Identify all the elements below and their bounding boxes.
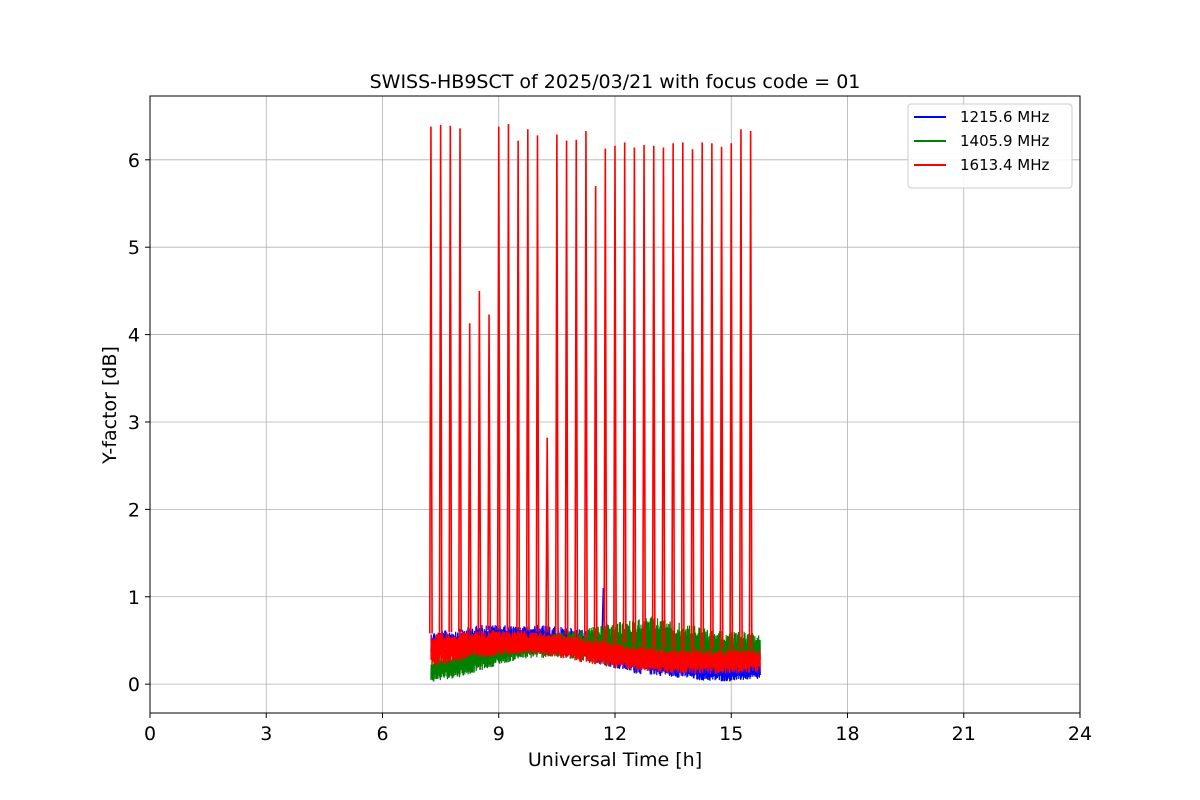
y-tick-label: 4 [128,325,140,347]
y-tick-label: 2 [128,499,140,521]
y-axis-label: Y-factor [dB] [99,346,121,465]
spike [593,186,598,639]
chart-title: SWISS-HB9SCT of 2025/03/21 with focus co… [370,71,861,93]
spike [554,134,559,634]
legend-label: 1405.9 MHz [960,132,1049,150]
spike [738,129,743,650]
spike [661,147,666,649]
legend-box [907,103,1073,189]
legend-label: 1215.6 MHz [960,108,1049,126]
spike [516,140,521,630]
spike [671,143,676,650]
spike [680,142,685,650]
x-tick-label: 0 [144,723,156,745]
x-tick-label: 12 [603,723,627,745]
x-tick-label: 18 [835,723,859,745]
x-tick-label: 9 [493,723,505,745]
spike [535,135,540,632]
y-tick-label: 5 [128,237,140,259]
spike [603,148,608,641]
x-tick-label: 15 [719,723,743,745]
x-axis-label: Universal Time [h] [528,749,702,771]
y-tick-label: 3 [128,412,140,434]
legend: 1215.6 MHz 1405.9 MHz 1613.4 MHz [907,103,1073,189]
spike [545,437,550,633]
spike [748,130,753,650]
spike [583,130,588,638]
spike [709,143,714,650]
x-tick-label: 6 [376,723,388,745]
spike [613,145,617,643]
spike [438,124,443,633]
spike [477,290,482,630]
spike [564,140,569,635]
spike [690,149,695,650]
spike [642,144,647,647]
x-tick-label: 21 [952,723,976,745]
x-tick-label: 3 [260,723,272,745]
spike [574,139,579,637]
spike [632,147,637,645]
legend-label: 1613.4 MHz [960,156,1049,174]
spike [487,314,492,630]
plot-area [428,123,761,682]
spike [467,323,472,631]
spike [448,125,453,633]
y-tick-label: 1 [128,587,140,609]
spike [651,145,656,648]
spike [458,128,462,632]
spike [729,143,734,650]
spike [428,126,433,634]
spike [506,123,511,630]
series-line [430,630,761,674]
spike [525,129,530,631]
y-tick-label: 0 [128,674,140,696]
spike [496,126,501,630]
x-tick-label: 24 [1068,723,1092,745]
y-tick-label: 6 [128,150,140,172]
spike [622,142,627,644]
spike [719,146,724,650]
spike [700,142,705,650]
